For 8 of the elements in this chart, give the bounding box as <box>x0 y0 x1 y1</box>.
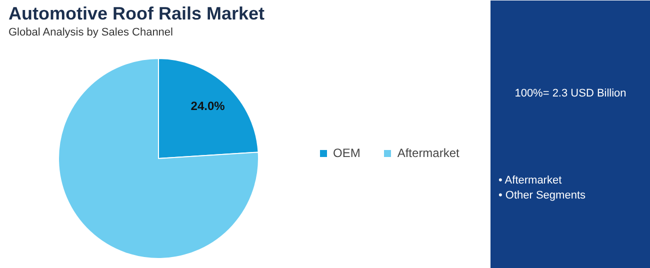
text: • Other Segments <box>498 190 586 202</box>
chart-title: Automotive Roof Rails Market <box>8 4 265 24</box>
data-label: 24.0% <box>190 99 226 114</box>
text: • Aftermarket <box>498 174 562 186</box>
legend-label: OEM <box>333 146 360 160</box>
text: 100%= 2.3 USD Billion <box>514 88 626 100</box>
chart-subtitle: Global Analysis by Sales Channel <box>8 26 173 38</box>
legend-label: Aftermarket <box>397 146 460 160</box>
